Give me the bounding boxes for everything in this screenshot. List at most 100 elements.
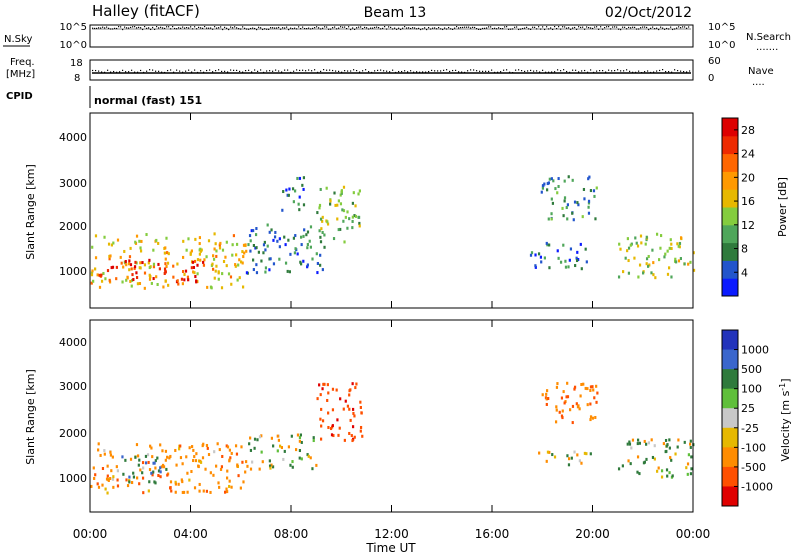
power-cell	[575, 259, 579, 263]
nsky-dot	[202, 27, 204, 29]
nsky-dot	[152, 26, 154, 29]
power-cell	[318, 203, 322, 207]
nsky-label: N.Sky	[4, 34, 32, 45]
nave-dot	[578, 71, 580, 73]
power-cell	[529, 253, 533, 257]
velocity-cell	[277, 438, 280, 442]
power-cell	[245, 249, 248, 253]
power-cell	[123, 249, 126, 253]
nsky-dot	[228, 28, 230, 31]
nsky-dot	[190, 26, 192, 28]
nave-dot	[644, 71, 646, 73]
velocity-cell	[580, 383, 583, 387]
nave-dot	[476, 70, 478, 72]
power-colorbar	[722, 118, 738, 297]
nsky-dot	[650, 27, 652, 29]
velocity-cell	[578, 459, 581, 463]
power-cell	[241, 250, 244, 254]
power-cell	[302, 203, 306, 207]
nsky-dot	[270, 27, 272, 29]
power-cell	[305, 233, 308, 237]
nsky-dot	[204, 26, 206, 28]
velocity-cell	[116, 478, 119, 482]
velocity-cell	[97, 485, 101, 489]
velocity-cell	[159, 475, 162, 479]
nave-dot	[665, 71, 667, 73]
power-cell	[337, 199, 340, 203]
nave-dot	[248, 69, 250, 71]
velocity-cell	[315, 463, 318, 467]
velocity-cell	[249, 436, 252, 440]
power-cell	[358, 224, 361, 228]
freq-panel-frame	[89, 59, 694, 81]
power-cell	[139, 249, 143, 253]
nsky-dot	[166, 26, 168, 28]
velocity-cell	[555, 405, 558, 409]
velocity-colorbar-tick-label: 100	[741, 383, 762, 396]
power-cell	[534, 264, 537, 268]
power-cell	[225, 240, 228, 244]
nave-dot	[116, 71, 118, 73]
nave-dot	[347, 70, 349, 72]
nave-dot	[143, 71, 145, 74]
nsky-dot	[648, 28, 650, 31]
velocity-cell	[103, 452, 106, 456]
nsky-dot	[524, 27, 526, 29]
nave-dot	[122, 69, 124, 71]
power-cell	[163, 267, 167, 271]
velocity-cell	[239, 486, 242, 490]
velocity-cell	[289, 463, 292, 467]
nsky-dot	[352, 27, 354, 29]
velocity-colorbar-segment	[722, 330, 738, 351]
velocity-cell	[660, 475, 664, 479]
velocity-cell	[348, 431, 351, 435]
nsky-dot	[132, 26, 134, 28]
power-cell	[152, 277, 155, 281]
power-cell	[626, 249, 629, 253]
velocity-cell	[571, 404, 575, 408]
power-cell	[595, 186, 598, 190]
power-cell	[351, 226, 354, 230]
velocity-colorbar-tick-label: -1000	[741, 480, 773, 493]
velocity-cell	[181, 490, 184, 494]
nsky-dot	[410, 27, 412, 30]
nave-dot	[269, 70, 271, 72]
power-cell	[343, 240, 346, 244]
nsky-dot	[558, 26, 560, 28]
nsky-dot	[656, 27, 658, 29]
nsky-dot	[646, 26, 648, 29]
power-cell	[255, 263, 258, 267]
power-cell	[237, 263, 240, 267]
nave-dot	[326, 69, 328, 71]
power-cell	[167, 252, 170, 256]
nave-dot	[419, 71, 421, 73]
power-cell	[116, 238, 120, 242]
nsky-dot	[134, 26, 136, 28]
power-cell	[325, 186, 328, 190]
beam-title: Beam 13	[364, 5, 427, 21]
power-cell	[222, 259, 226, 263]
nsky-dot	[514, 26, 516, 28]
nave-dot	[179, 70, 181, 72]
power-cell	[248, 234, 252, 238]
power-cell	[196, 258, 200, 262]
power-cell	[229, 275, 233, 279]
nave-dot	[152, 69, 154, 71]
power-ytick-3000: 3000	[59, 177, 87, 190]
velocity-cell	[192, 448, 195, 452]
power-cell	[692, 268, 696, 272]
power-cell	[292, 236, 296, 240]
nsky-dot	[502, 28, 504, 30]
nsky-dot	[420, 28, 422, 31]
nave-dot	[470, 69, 472, 71]
nsky-dot	[124, 26, 126, 28]
power-cell	[189, 252, 192, 256]
cpid-mode: normal (fast) 151	[94, 94, 202, 107]
power-cell	[547, 181, 551, 185]
nave-dot	[602, 70, 604, 72]
nsky-dot	[358, 26, 360, 28]
x-tick-label: 08:00	[274, 527, 309, 541]
power-cell	[211, 267, 215, 271]
power-cell	[550, 177, 553, 181]
power-ytick-2000: 2000	[59, 220, 87, 233]
